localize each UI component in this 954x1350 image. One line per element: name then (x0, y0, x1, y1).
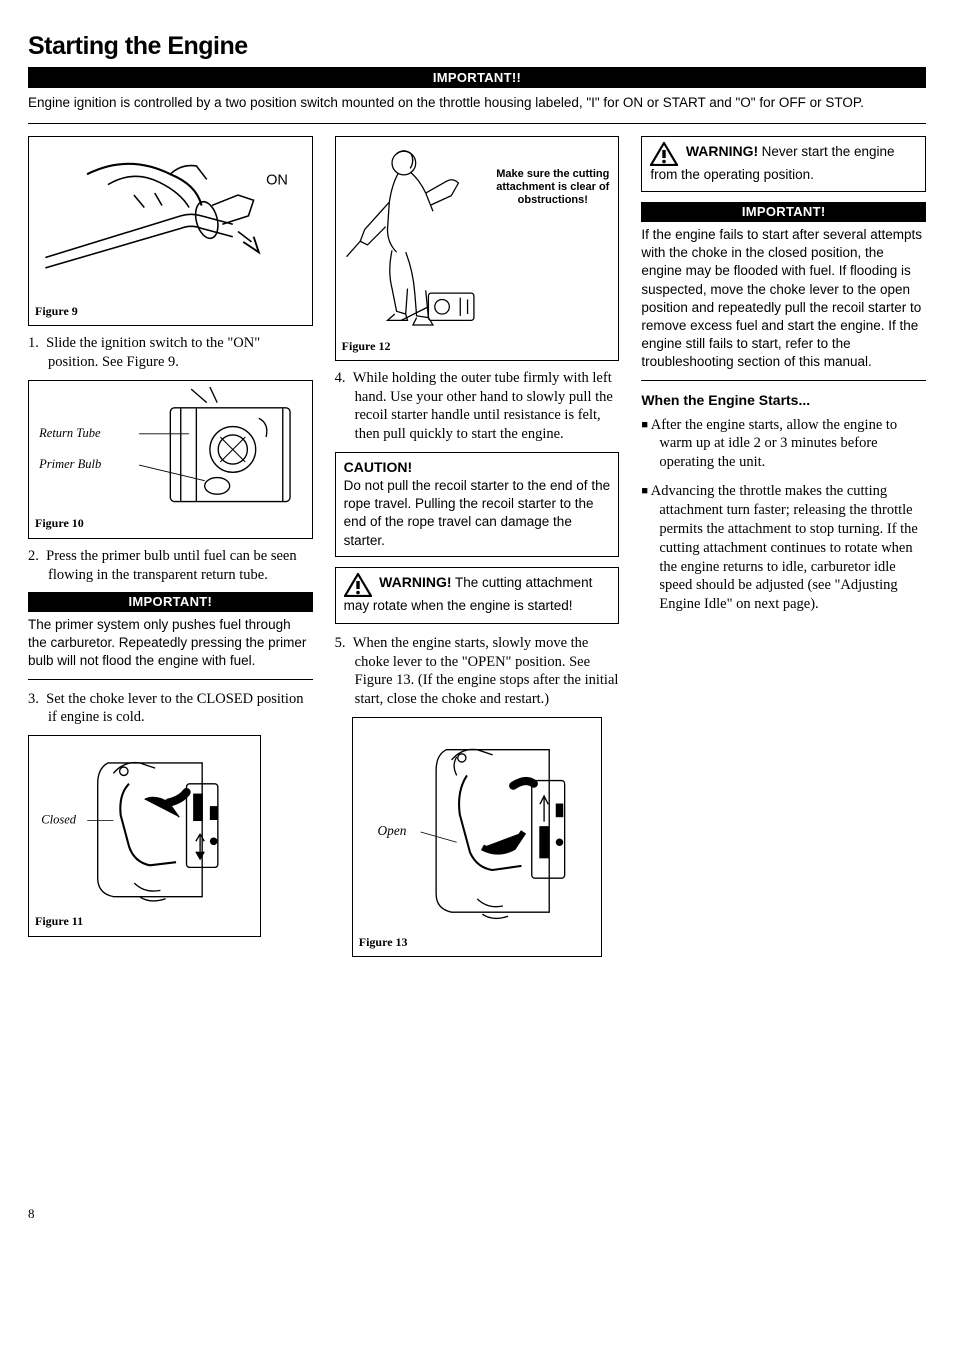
bullet-1: After the engine starts, allow the engin… (641, 416, 926, 473)
warning-box-col3: WARNING! Never start the engine from the… (641, 136, 926, 193)
when-engine-starts-heading: When the Engine Starts... (641, 391, 926, 410)
figure-10-illustration: Return Tube Primer Bulb (35, 387, 306, 512)
figure-11-caption: Figure 11 (35, 913, 254, 929)
open-label: Open (377, 823, 406, 838)
page-title: Starting the Engine (28, 30, 926, 64)
column-3: WARNING! Never start the engine from the… (641, 136, 926, 965)
warning-icon (650, 142, 678, 166)
caution-body: Do not pull the recoil starter to the en… (344, 477, 611, 550)
figure-9-caption: Figure 9 (35, 303, 306, 319)
figure-12-caption: Figure 12 (342, 338, 613, 354)
primer-bulb-label: Primer Bulb (38, 457, 101, 471)
important-bar-col3: IMPORTANT! (641, 202, 926, 222)
column-1: ON Figure 9 1. Slide the ignition switch… (28, 136, 313, 965)
page-number: 8 (28, 1205, 926, 1223)
step-4: 4. While holding the outer tube firmly w… (335, 369, 620, 444)
warning-icon (344, 573, 372, 597)
important-bar-col1: IMPORTANT! (28, 592, 313, 612)
step-5: 5. When the engine starts, slowly move t… (335, 634, 620, 709)
figure-13-caption: Figure 13 (359, 934, 596, 950)
important-banner-top: IMPORTANT!! (28, 67, 926, 89)
step-3: 3. Set the choke lever to the CLOSED pos… (28, 690, 313, 728)
bullet-2: Advancing the throttle makes the cut­tin… (641, 482, 926, 614)
important-body-col1: The primer system only pushes fuel throu… (28, 612, 313, 680)
warning-box-col2: WARNING! The cutting attachment may rota… (335, 567, 620, 624)
figure-11: Closed Figure 11 (28, 735, 261, 936)
figure-9-illustration: ON (35, 143, 306, 299)
return-tube-label: Return Tube (38, 426, 101, 440)
step-2: 2. Press the primer bulb until fuel can … (28, 547, 313, 585)
warning-title-col2: WARNING! (379, 574, 451, 590)
figure-10-caption: Figure 10 (35, 515, 306, 531)
figure-11-illustration: Closed (35, 742, 254, 909)
figure-12-text: Make sure the cutting attach­ment is cle… (493, 143, 612, 334)
figure-13: Open Figure 13 (352, 717, 603, 957)
content-columns: ON Figure 9 1. Slide the ignition switch… (28, 136, 926, 965)
caution-title: CAUTION! (344, 458, 611, 477)
step-1: 1. Slide the ignition switch to the "ON"… (28, 334, 313, 372)
figure-10: Return Tube Primer Bulb Figure 10 (28, 380, 313, 539)
closed-label: Closed (41, 813, 77, 827)
figure-12: Make sure the cutting attach­ment is cle… (335, 136, 620, 361)
figure-9: ON Figure 9 (28, 136, 313, 326)
important-body-col3: If the engine fails to start after sever… (641, 222, 926, 381)
warning-title-col3: WARNING! (686, 143, 758, 159)
figure-12-illustration (342, 143, 488, 334)
figure-13-illustration: Open (359, 724, 596, 930)
intro-text: Engine ignition is controlled by a two p… (28, 88, 926, 123)
column-2: Make sure the cutting attach­ment is cle… (335, 136, 620, 965)
caution-box: CAUTION! Do not pull the recoil starter … (335, 452, 620, 557)
on-label: ON (266, 172, 288, 188)
